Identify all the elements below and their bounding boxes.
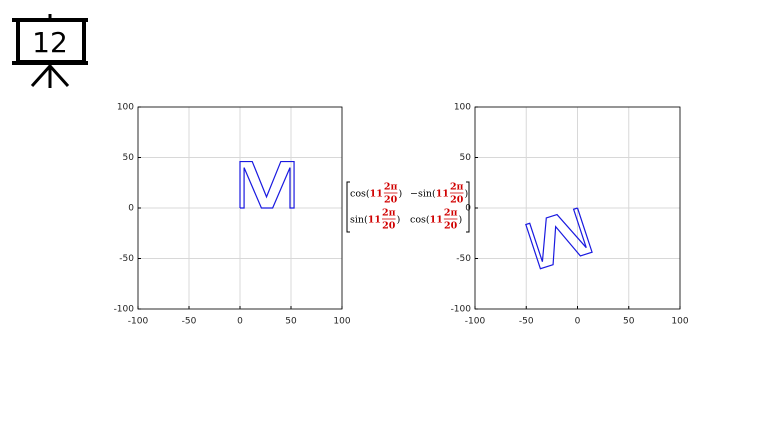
x-tick-label: 100 bbox=[671, 317, 688, 327]
matrix-k: 11 bbox=[370, 189, 383, 200]
y-tick-label: 50 bbox=[460, 153, 472, 163]
matrix-num: 2π bbox=[384, 182, 398, 193]
matrix-den: 20 bbox=[444, 221, 458, 232]
x-tick-label: -100 bbox=[128, 317, 149, 327]
y-tick-label: -50 bbox=[456, 254, 471, 264]
matrix-k: 11 bbox=[436, 189, 449, 200]
y-tick-label: -100 bbox=[451, 305, 472, 315]
matrix-prefix: −sin( bbox=[410, 189, 436, 200]
x-tick-label: 0 bbox=[237, 317, 243, 327]
matrix-suffix: ) bbox=[465, 189, 469, 200]
y-tick-label: 50 bbox=[123, 153, 135, 163]
matrix-suffix: ) bbox=[397, 215, 401, 226]
slide-number: 12 bbox=[32, 26, 68, 59]
x-tick-label: 100 bbox=[333, 317, 350, 327]
shape-outline bbox=[239, 160, 295, 209]
matrix-prefix: sin( bbox=[350, 215, 368, 226]
x-tick-label: 50 bbox=[623, 317, 635, 327]
matrix-num: 2π bbox=[444, 208, 458, 219]
y-tick-label: 0 bbox=[465, 204, 471, 214]
matrix-suffix: ) bbox=[458, 215, 462, 226]
bracket-left bbox=[346, 181, 350, 233]
shape-outline bbox=[525, 207, 593, 270]
y-tick-label: 0 bbox=[128, 204, 134, 214]
matrix-prefix: cos( bbox=[410, 215, 430, 226]
matrix-k: 11 bbox=[368, 215, 381, 226]
matrix-prefix: cos( bbox=[350, 189, 370, 200]
plot-frame bbox=[137, 106, 343, 310]
plot-frame bbox=[474, 106, 681, 310]
matrix-den: 20 bbox=[382, 221, 396, 232]
matrix-den: 20 bbox=[450, 195, 464, 206]
x-tick-label: 0 bbox=[575, 317, 581, 327]
y-tick-label: 100 bbox=[117, 103, 134, 113]
y-tick-label: -100 bbox=[114, 305, 135, 315]
x-tick-label: 50 bbox=[285, 317, 297, 327]
y-tick-label: 100 bbox=[454, 103, 471, 113]
x-tick-label: -50 bbox=[182, 317, 197, 327]
y-tick-label: -50 bbox=[119, 254, 134, 264]
x-tick-label: -50 bbox=[519, 317, 534, 327]
x-tick-label: -100 bbox=[465, 317, 486, 327]
chart: -100 -50 0 50 100 -100 -50 0 50 100 bbox=[114, 103, 351, 327]
matrix-k: 11 bbox=[430, 215, 443, 226]
matrix-den: 20 bbox=[384, 195, 398, 206]
matrix-suffix: ) bbox=[398, 189, 402, 200]
slide-icon: 12 bbox=[12, 14, 88, 88]
matrix-num: 2π bbox=[450, 182, 464, 193]
matrix-num: 2π bbox=[382, 208, 396, 219]
chart: -100 -50 0 50 100 -100 -50 0 50 100 bbox=[451, 103, 689, 327]
bracket-right bbox=[466, 181, 470, 233]
